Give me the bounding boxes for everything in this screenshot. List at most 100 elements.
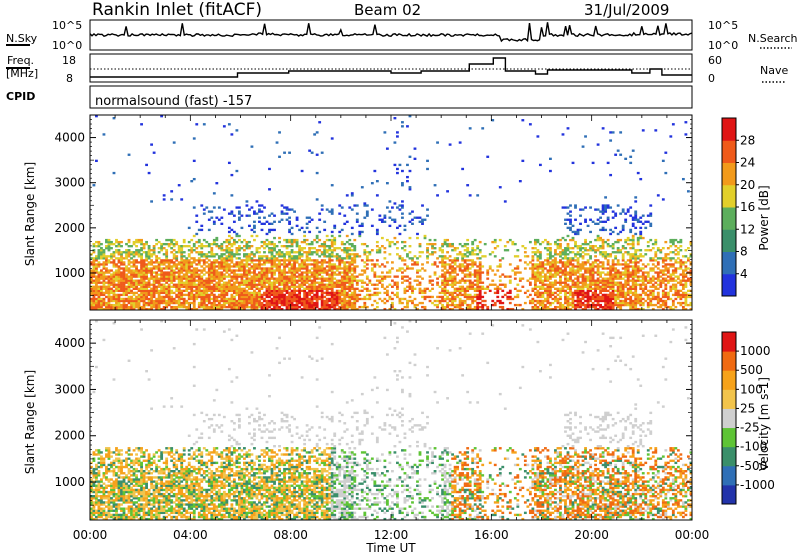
power-cell <box>350 275 354 278</box>
power-cell <box>177 247 181 250</box>
power-cell <box>115 295 118 299</box>
power-cell <box>107 301 111 305</box>
power-cell <box>232 301 236 305</box>
power-cell <box>268 267 271 270</box>
power-cell <box>100 291 103 295</box>
power-cell <box>145 293 148 297</box>
power-cell <box>629 247 633 250</box>
power-cell <box>549 291 552 295</box>
power-cell <box>130 261 133 264</box>
power-cell <box>393 218 397 221</box>
power-cell <box>531 267 535 270</box>
power-cell <box>463 289 467 293</box>
power-cell <box>305 265 309 268</box>
power-cell <box>385 289 389 293</box>
power-cell <box>135 259 138 262</box>
power-cell <box>589 267 592 270</box>
power-cell <box>215 182 219 185</box>
power-cell <box>170 305 174 309</box>
power-cell <box>564 305 567 309</box>
power-cell <box>320 303 324 307</box>
power-cell <box>217 289 221 293</box>
power-cell <box>624 220 628 223</box>
power-cell <box>614 251 618 254</box>
power-cell <box>350 291 354 295</box>
power-cell <box>278 307 281 311</box>
power-cell <box>353 261 357 264</box>
power-cell <box>210 305 214 309</box>
power-cell <box>258 257 261 260</box>
power-cell <box>230 307 234 311</box>
power-cell <box>122 285 126 288</box>
power-cell <box>227 275 231 278</box>
power-cell <box>325 277 329 280</box>
power-cell <box>205 293 209 297</box>
power-cell <box>185 301 189 305</box>
power-cell <box>496 291 500 295</box>
power-cell <box>192 307 196 311</box>
power-cell <box>255 287 259 290</box>
power-cell <box>187 301 191 305</box>
power-cell <box>616 277 620 280</box>
power-cell <box>212 269 216 272</box>
power-cell <box>230 287 234 290</box>
power-cell <box>571 281 575 284</box>
power-cell <box>594 305 597 309</box>
power-cell <box>273 277 276 280</box>
power-cell <box>165 289 169 293</box>
power-cell <box>270 249 274 252</box>
power-cell <box>147 283 151 286</box>
power-cell <box>235 251 239 254</box>
power-cell <box>601 283 605 286</box>
power-cell <box>288 263 291 266</box>
power-cell <box>105 281 108 284</box>
power-cell <box>506 249 510 252</box>
power-cell <box>232 287 236 290</box>
power-cell <box>210 216 214 219</box>
power-cell <box>142 273 146 276</box>
power-cell <box>541 269 545 272</box>
power-cell <box>182 305 186 309</box>
power-cell <box>423 287 427 290</box>
power-cell <box>227 161 231 165</box>
power-cell <box>323 245 327 248</box>
power-cell <box>471 307 475 311</box>
power-cell <box>165 303 169 307</box>
power-cell <box>295 271 299 274</box>
power-cell <box>255 259 259 262</box>
power-cell <box>571 293 575 297</box>
power-cell <box>232 253 236 256</box>
power-cell <box>406 125 409 128</box>
power-cell <box>127 240 131 244</box>
power-cell <box>551 285 555 288</box>
power-cell <box>486 307 490 311</box>
power-cell <box>549 293 552 297</box>
power-cell <box>431 247 434 250</box>
power-cell <box>491 251 495 254</box>
power-cell <box>115 305 118 309</box>
power-cell <box>523 301 527 305</box>
power-cell <box>92 293 96 297</box>
power-cell <box>599 265 602 268</box>
power-cell <box>385 238 389 242</box>
power-cell <box>406 175 409 179</box>
power-cell <box>318 267 322 270</box>
power-cell <box>140 287 143 290</box>
power-cell <box>533 303 537 307</box>
power-cell <box>549 295 552 299</box>
power-cell <box>225 265 229 268</box>
power-cell <box>95 305 98 309</box>
power-cell <box>295 255 299 258</box>
power-cell <box>619 230 623 234</box>
power-cell <box>571 285 575 288</box>
power-cell <box>448 307 452 311</box>
power-cell <box>232 263 236 266</box>
power-cell <box>566 226 570 230</box>
power-cell <box>285 271 289 274</box>
power-cell <box>283 297 286 301</box>
power-cell <box>185 257 189 260</box>
power-cell <box>330 234 334 238</box>
power-cell <box>528 123 532 126</box>
power-cell <box>298 247 301 250</box>
power-cell <box>263 303 266 307</box>
